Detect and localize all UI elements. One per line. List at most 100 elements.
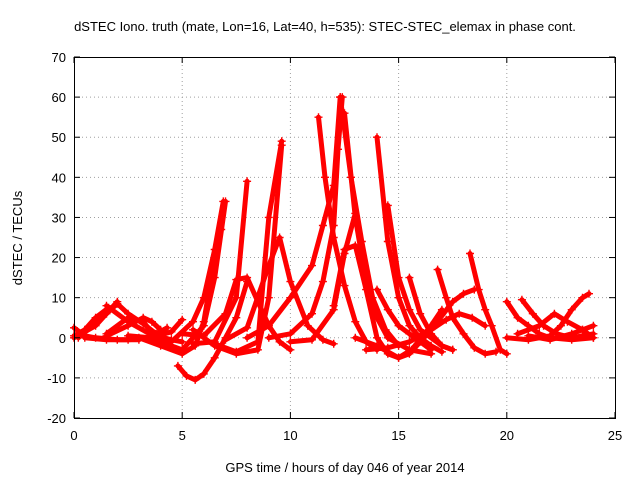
- data-point: [178, 337, 187, 346]
- y-tick-label: 50: [52, 130, 66, 145]
- data-point: [336, 93, 345, 102]
- data-point: [567, 329, 576, 338]
- data-point: [466, 249, 474, 258]
- data-point: [578, 293, 587, 302]
- data-series: [221, 233, 338, 348]
- data-point: [308, 335, 316, 344]
- data-point: [550, 309, 559, 318]
- data-point: [427, 329, 436, 338]
- data-point: [492, 347, 500, 356]
- y-axis-label: dSTEC / TECUs: [10, 190, 25, 285]
- data-point: [513, 313, 522, 322]
- series-trace: [223, 235, 337, 347]
- plot-area: [70, 93, 598, 384]
- x-tick-label: 15: [391, 428, 405, 443]
- data-point: [178, 329, 187, 338]
- data-point: [308, 309, 316, 318]
- data-point: [102, 301, 111, 310]
- data-point: [275, 233, 284, 242]
- data-point: [334, 145, 342, 154]
- grid: [74, 57, 615, 418]
- data-point: [178, 345, 187, 354]
- data-point: [303, 321, 312, 330]
- data-point: [563, 317, 572, 326]
- data-point: [264, 293, 273, 302]
- data-point: [405, 329, 414, 338]
- series-trace: [71, 305, 112, 339]
- data-series: [433, 265, 500, 358]
- data-point: [437, 341, 446, 350]
- data-point: [474, 285, 483, 294]
- y-tick-label: 40: [52, 170, 66, 185]
- data-point: [578, 325, 587, 334]
- data-point: [416, 337, 425, 346]
- data-point: [134, 333, 143, 342]
- data-point: [470, 343, 479, 352]
- data-point: [496, 345, 505, 354]
- data-point: [264, 333, 273, 342]
- data-point: [243, 333, 252, 342]
- data-series: [210, 137, 286, 356]
- data-point: [487, 321, 496, 330]
- data-point: [318, 335, 327, 344]
- data-point: [145, 335, 154, 344]
- x-axis-label: GPS time / hours of day 046 of year 2014: [225, 460, 464, 475]
- data-point: [286, 329, 295, 338]
- x-tick-label: 0: [70, 428, 77, 443]
- data-point: [405, 349, 414, 358]
- data-point: [210, 353, 219, 362]
- data-point: [221, 335, 230, 344]
- data-point: [243, 177, 252, 186]
- data-point: [102, 309, 111, 318]
- data-point: [394, 353, 403, 362]
- x-tick-label: 25: [608, 428, 622, 443]
- data-point: [351, 317, 360, 326]
- data-point: [178, 315, 187, 324]
- data-point: [113, 299, 122, 308]
- series-trace: [374, 287, 434, 353]
- data-point: [286, 337, 295, 346]
- data-point: [502, 349, 511, 358]
- data-point: [308, 261, 316, 270]
- y-tick-label: 30: [52, 210, 66, 225]
- data-point: [199, 293, 208, 302]
- data-point: [340, 281, 349, 290]
- data-point: [535, 321, 544, 330]
- data-point: [124, 317, 133, 326]
- data-point: [468, 313, 477, 322]
- data-point: [394, 321, 403, 330]
- y-tick-label: -10: [47, 371, 66, 386]
- data-point: [329, 301, 338, 310]
- data-point: [264, 321, 273, 330]
- data-point: [416, 309, 425, 318]
- data-point: [286, 345, 295, 354]
- series-trace: [467, 251, 510, 357]
- data-point: [156, 337, 165, 346]
- plot-frame: [74, 57, 616, 419]
- x-tick-label: 10: [283, 428, 297, 443]
- data-point: [362, 345, 371, 354]
- data-series: [405, 273, 457, 354]
- data-point: [189, 325, 197, 334]
- data-point: [340, 109, 349, 118]
- data-point: [102, 335, 111, 344]
- data-point: [589, 333, 598, 342]
- data-series: [156, 197, 230, 354]
- data-point: [243, 273, 252, 282]
- y-tick-label: 60: [52, 90, 66, 105]
- data-point: [221, 197, 230, 206]
- data-point: [416, 325, 425, 334]
- data-point: [210, 339, 219, 348]
- data-point: [191, 375, 200, 384]
- data-point: [189, 317, 197, 326]
- data-point: [147, 317, 156, 326]
- axis-ticks: 0 5 10 15 20 25 -20 -10 0 10 20 30 40 50 60 70: [47, 50, 622, 443]
- y-tick-label: 0: [59, 331, 66, 346]
- data-point: [264, 213, 273, 222]
- data-series: [362, 309, 490, 354]
- data-point: [362, 285, 371, 294]
- data-point: [405, 337, 414, 346]
- data-point: [383, 201, 392, 210]
- x-tick-label: 5: [179, 428, 186, 443]
- x-tick-label: 20: [500, 428, 514, 443]
